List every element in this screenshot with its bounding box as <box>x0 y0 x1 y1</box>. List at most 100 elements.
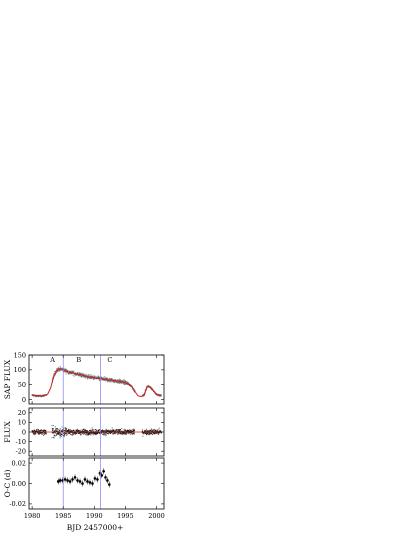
y-tick-label: -20 <box>16 448 26 456</box>
data-point <box>96 478 99 481</box>
data-point <box>90 434 92 436</box>
y-tick-label: 100 <box>14 366 26 374</box>
data-point <box>77 372 79 374</box>
data-point <box>80 434 82 436</box>
data-point <box>86 430 88 432</box>
data-point <box>151 433 154 435</box>
data-point <box>81 428 83 430</box>
data-point <box>150 429 152 431</box>
x-axis: 1980 1985 1990 1995 2000 <box>24 512 165 520</box>
data-point <box>72 374 74 377</box>
data-point <box>67 369 69 371</box>
data-point <box>124 380 127 382</box>
data-point <box>73 370 75 372</box>
data-point <box>41 430 43 432</box>
data-point <box>69 429 71 431</box>
data-point <box>66 479 69 482</box>
data-point <box>53 437 55 439</box>
data-point <box>59 365 61 367</box>
data-point <box>54 435 56 437</box>
y-tick-label: 20 <box>18 409 26 417</box>
data-point <box>44 433 46 436</box>
data-point <box>43 433 45 435</box>
y-axis-title: FLUX <box>3 421 12 443</box>
data-point <box>78 480 82 483</box>
x-tick-label: 1995 <box>117 512 134 520</box>
data-point <box>60 436 62 438</box>
data-point <box>154 428 156 431</box>
data-point <box>124 433 126 435</box>
data-point <box>124 428 126 430</box>
data-point <box>105 432 107 434</box>
data-point <box>111 427 113 429</box>
x-axis-title: BJD 2457000+ <box>67 523 124 532</box>
data-point <box>78 429 80 431</box>
data-point <box>96 430 98 432</box>
data-point <box>102 469 105 473</box>
y-tick-label: 10 <box>18 419 26 427</box>
data-point <box>121 433 123 435</box>
data-point <box>42 433 44 435</box>
x-tick-label: 1985 <box>55 512 72 520</box>
data-point <box>59 435 61 437</box>
data-point <box>91 374 93 376</box>
data-point <box>45 433 47 435</box>
data-point <box>59 434 61 436</box>
data-point <box>102 433 104 435</box>
data-point <box>68 480 72 483</box>
data-point <box>93 434 95 436</box>
data-point <box>100 474 104 477</box>
data-point <box>64 434 66 436</box>
data-point <box>64 427 67 429</box>
data-point <box>105 435 107 437</box>
data-point <box>80 373 82 375</box>
data-point <box>44 433 46 435</box>
data-point <box>99 429 101 431</box>
data-point <box>113 429 115 431</box>
y-tick-label: 0 <box>22 396 26 404</box>
data-point <box>89 429 91 431</box>
data-point <box>83 478 87 481</box>
data-point <box>85 434 87 436</box>
data-point <box>153 429 155 431</box>
x-tick-label: 1990 <box>86 512 103 520</box>
data-point <box>141 429 143 431</box>
data-point <box>87 373 89 375</box>
data-point <box>89 374 91 376</box>
data-point <box>83 428 85 430</box>
data-point <box>73 476 77 479</box>
data-point <box>133 433 135 435</box>
data-point <box>56 429 58 431</box>
data-point <box>40 430 42 432</box>
data-point <box>131 434 133 436</box>
data-point <box>51 437 53 439</box>
data-point <box>148 429 150 431</box>
data-point <box>70 434 72 436</box>
data-point <box>61 426 63 428</box>
data-point <box>40 429 43 431</box>
data-point <box>129 434 131 436</box>
data-point <box>107 483 111 486</box>
panel-frame <box>28 354 165 405</box>
data-point <box>125 434 127 436</box>
y-axis-title: SAP FLUX <box>3 359 12 399</box>
data-point <box>65 434 67 436</box>
data-point <box>133 430 136 432</box>
data-point <box>105 429 107 431</box>
data-point <box>114 381 116 383</box>
data-point <box>150 428 152 430</box>
data-point <box>118 378 121 380</box>
data-point <box>117 433 119 435</box>
data-point <box>69 432 71 434</box>
data-point <box>79 429 81 431</box>
data-point <box>61 434 63 436</box>
flux-panel: -20 -10 010 20 FLUX <box>3 407 165 457</box>
segment-label: A <box>49 356 55 364</box>
data-point <box>41 433 43 435</box>
data-point <box>59 428 61 430</box>
data-point <box>73 433 75 435</box>
data-point <box>76 428 79 430</box>
data-point <box>72 433 74 435</box>
data-point <box>160 394 162 396</box>
data-point <box>84 377 87 379</box>
